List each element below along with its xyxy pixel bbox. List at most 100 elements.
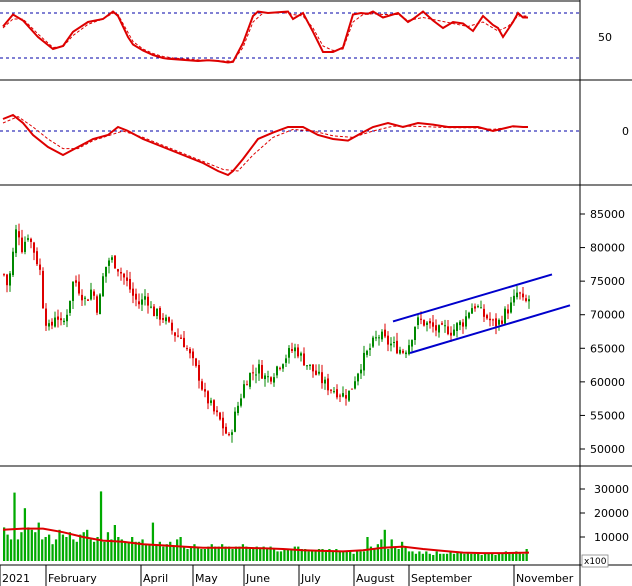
candle-body [513, 295, 515, 303]
price-tick-label: 80000 [590, 242, 625, 255]
volume-bar [224, 546, 227, 561]
candle-body [270, 377, 272, 382]
volume-bar [137, 541, 141, 561]
candle-body [84, 297, 86, 299]
candle-body [462, 322, 464, 327]
month-label: November [516, 572, 574, 585]
candle-body [117, 269, 119, 272]
candle-body [36, 251, 38, 265]
volume-bar [41, 539, 44, 561]
volume-bar [331, 551, 335, 561]
candle-body [480, 307, 482, 309]
volume-bar [304, 549, 307, 561]
candle-body [348, 390, 350, 401]
price-tick-label: 85000 [590, 208, 625, 221]
candle-body [105, 266, 107, 277]
candle-body [261, 364, 263, 379]
candle-body [489, 318, 491, 321]
candle-body [60, 318, 62, 321]
candle-body [387, 335, 389, 345]
candle-body [111, 257, 113, 260]
price-tick-label: 50000 [590, 443, 625, 456]
volume-bar [182, 546, 186, 561]
candle-body [507, 309, 509, 314]
candle-body [207, 391, 209, 404]
candle-body [303, 353, 305, 366]
candle-body [246, 384, 248, 386]
volume-bar [494, 555, 497, 561]
candle-body [108, 260, 110, 266]
candle-body [243, 384, 245, 398]
candle-body [69, 300, 71, 313]
volume-bar [214, 546, 217, 561]
candle-body [501, 320, 503, 324]
month-label: 2021 [2, 572, 30, 585]
candle-body [504, 308, 506, 324]
candle-body [180, 337, 182, 339]
month-label: February [48, 572, 97, 585]
axis-ticks: 50 0 85000 80000 75000 70000 65000 60000 55000 50… [580, 31, 629, 544]
volume-moving-average [2, 527, 530, 555]
volume-bar [307, 551, 310, 561]
volume-tick-label: 10000 [594, 531, 629, 544]
price-tick-label: 55000 [590, 409, 625, 422]
volume-bar [30, 529, 33, 561]
candle-body [99, 294, 101, 315]
volume-bar [269, 546, 272, 561]
candle-body [390, 343, 392, 346]
candle-body [297, 347, 299, 357]
candle-body [210, 400, 212, 403]
volume-bar [13, 492, 16, 561]
volume-bar [103, 541, 106, 561]
volume-bar [51, 544, 54, 561]
volume-bar [480, 555, 483, 561]
candle-body [282, 364, 284, 369]
volume-bar [99, 491, 103, 561]
candle-body [276, 366, 278, 376]
volume-bar [72, 539, 75, 561]
candle-body [435, 325, 437, 331]
volume-bar [297, 546, 300, 561]
candle-body [372, 337, 374, 347]
candle-body [471, 308, 473, 314]
volume-bar [176, 539, 179, 561]
candle-body [195, 358, 197, 366]
candle-body [444, 325, 446, 327]
volume-bar [328, 549, 331, 561]
candle-body [495, 318, 497, 327]
candle-body [483, 308, 485, 317]
month-label: June [245, 572, 270, 585]
candle-body [285, 358, 287, 363]
candle-body [24, 241, 26, 252]
candle-body [201, 381, 203, 390]
candle-body [417, 317, 419, 326]
candle-body [309, 364, 311, 366]
volume-bar [425, 551, 428, 561]
volume-bar [400, 541, 404, 561]
candle-body [381, 331, 383, 340]
volume-bar [317, 549, 321, 561]
candle-body [252, 372, 254, 374]
candle-body [384, 329, 386, 337]
candle-body [126, 277, 128, 281]
oscillator-top-panel [2, 10, 528, 64]
price-tick-label: 75000 [590, 275, 625, 288]
candle-body [192, 351, 194, 359]
volume-bar [9, 539, 13, 561]
candle-body [3, 274, 5, 276]
volume-bar [217, 546, 220, 561]
volume-bar [452, 553, 456, 561]
candle-body [198, 364, 200, 381]
candle-body [510, 302, 512, 313]
candle-body [135, 293, 137, 300]
volume-bar [487, 553, 490, 561]
candle-body [396, 340, 398, 354]
volume-bar [442, 553, 445, 561]
volume-bar [186, 549, 189, 561]
candle-body [42, 270, 44, 309]
volume-bar [359, 551, 362, 561]
volume-bar [501, 552, 504, 561]
candle-body [147, 296, 149, 306]
volume-bar [300, 549, 303, 561]
volume-bar [432, 555, 435, 561]
